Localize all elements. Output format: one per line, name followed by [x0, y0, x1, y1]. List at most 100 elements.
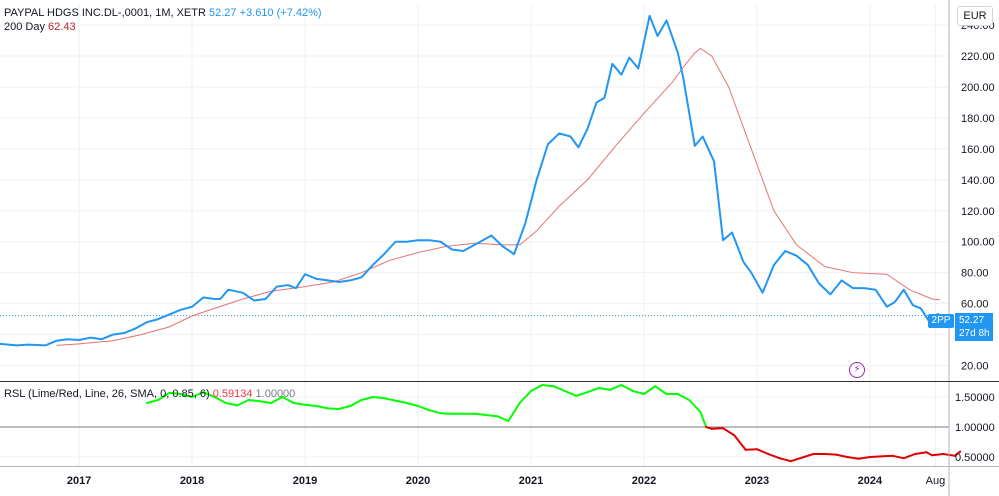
rsl-segment[interactable] [880, 454, 894, 458]
rsl-segment[interactable] [676, 393, 691, 401]
rsl-segment[interactable] [755, 448, 770, 455]
rsl-segment[interactable] [631, 390, 645, 395]
price-badge-value: 52.27 [959, 315, 985, 326]
price-badge-countdown: 27d 8h [959, 328, 990, 339]
rsl-segment[interactable] [213, 396, 227, 404]
price-line[interactable] [0, 14, 939, 347]
rsl-segment[interactable] [857, 456, 871, 460]
rsl-segment[interactable] [518, 390, 532, 404]
price-tick-label: 160.00 [961, 144, 995, 156]
rsl-segment[interactable] [575, 391, 589, 397]
rsl-segment[interactable] [292, 402, 307, 406]
rsl-segment[interactable] [168, 391, 182, 395]
rsl-segment[interactable] [202, 391, 216, 398]
rsl-segment[interactable] [835, 453, 849, 458]
ma-legend[interactable]: 200 Day 62.43 [4, 20, 76, 34]
rsl-segment[interactable] [270, 396, 284, 404]
rsl-segment[interactable] [247, 399, 261, 403]
rsl-segment[interactable] [484, 414, 499, 418]
rsl-segment[interactable] [405, 402, 420, 407]
rsl-legend[interactable]: RSL (Lime/Red, Line, 26, SMA, 0, 0.85, 6… [4, 387, 295, 401]
rsl-segment[interactable] [496, 415, 510, 422]
time-tick-label: Aug [926, 475, 946, 487]
rsl-segment[interactable] [744, 448, 758, 451]
rsl-segment[interactable] [931, 453, 945, 457]
rsl-segment[interactable] [157, 391, 171, 401]
price-tick-label: 60.00 [961, 299, 989, 311]
rsl-segment[interactable] [778, 457, 792, 463]
rsl-segment[interactable] [891, 454, 905, 460]
rsl-segment[interactable] [541, 384, 555, 388]
rsl-segment[interactable] [349, 399, 363, 407]
rsl-segment[interactable] [642, 385, 657, 395]
rsl-segment[interactable] [925, 451, 934, 457]
rsl-segment[interactable] [179, 393, 194, 398]
price-panel[interactable] [0, 14, 949, 347]
rsl-segment[interactable] [722, 427, 736, 437]
price-badge: 52.27 27d 8h [955, 313, 993, 341]
rsl-segment[interactable] [767, 453, 781, 460]
rsl-segment[interactable] [145, 399, 160, 404]
price-tick-label: 140.00 [961, 175, 995, 187]
rsl-segment[interactable] [304, 403, 318, 407]
symbol-legend[interactable]: PAYPAL HDGS INC.DL-,0001, 1M, XETR 52.27… [4, 6, 322, 20]
rsl-segment[interactable] [699, 411, 708, 428]
rsl-segment[interactable] [258, 400, 273, 404]
rsl-segment[interactable] [337, 405, 352, 410]
rsl-segment[interactable] [563, 390, 578, 397]
rsl-segment[interactable] [868, 455, 883, 458]
symbol-label: PAYPAL HDGS INC.DL-,0001, 1M, XETR [4, 7, 206, 19]
rsl-segment[interactable] [914, 451, 928, 455]
time-tick-label: 2017 [67, 475, 91, 487]
rsl-segment[interactable] [846, 456, 860, 460]
rsl-segment[interactable] [224, 402, 239, 407]
rsl-segment[interactable] [953, 450, 962, 457]
rsl-segment[interactable] [236, 399, 250, 407]
price-tick-label: 120.00 [961, 206, 995, 218]
rsl-segment[interactable] [417, 405, 431, 412]
rsl-value: 0.59134 [212, 388, 253, 400]
price-change: +3.610 (+7.42%) [239, 7, 322, 19]
last-price: 52.27 [209, 7, 237, 19]
rsl-panel[interactable] [0, 384, 962, 463]
rsl-segment[interactable] [383, 397, 397, 402]
price-tick-label: 220.00 [961, 51, 995, 63]
currency-button[interactable]: EUR [957, 6, 993, 26]
price-tick-label: 100.00 [961, 237, 995, 249]
rsl-segment[interactable] [688, 399, 702, 413]
rsl-segment[interactable] [360, 396, 374, 401]
lightning-bolt-icon[interactable]: ⚡ [849, 362, 865, 378]
rsl-segment[interactable] [654, 385, 668, 395]
time-tick-label: 2019 [293, 475, 317, 487]
ma-200-line[interactable] [56, 47, 941, 346]
price-tick-label: 180.00 [961, 113, 995, 125]
rsl-segment[interactable] [620, 384, 634, 392]
rsl-segment[interactable] [586, 387, 600, 394]
rsl-segment[interactable] [315, 405, 329, 410]
rsl-segment[interactable] [552, 385, 566, 392]
rsl-segment[interactable] [789, 456, 804, 463]
ma-label: 200 Day [4, 21, 45, 33]
rsl-segment[interactable] [710, 427, 725, 430]
rsl-segment[interactable] [371, 396, 386, 400]
rsl-segment[interactable] [823, 453, 838, 456]
time-tick-label: 2018 [180, 475, 204, 487]
rsl-segment[interactable] [428, 409, 442, 415]
rsl-segment[interactable] [281, 396, 295, 404]
time-tick-label: 2023 [745, 475, 769, 487]
rsl-segment[interactable] [439, 412, 453, 415]
rsl-segment[interactable] [801, 453, 815, 459]
rsl-segment[interactable] [902, 453, 917, 460]
rsl-segment[interactable] [394, 399, 408, 404]
rsl-segment[interactable] [733, 434, 747, 451]
rsl-segment[interactable] [191, 391, 205, 398]
rsl-segment[interactable] [609, 384, 623, 391]
rsl-segment[interactable] [529, 384, 544, 392]
rsl-segment[interactable] [473, 412, 487, 416]
price-tick-label: 80.00 [961, 268, 989, 280]
rsl-segment[interactable] [597, 387, 612, 391]
rsl-segment[interactable] [326, 407, 340, 410]
rsl-segment[interactable] [507, 402, 521, 422]
